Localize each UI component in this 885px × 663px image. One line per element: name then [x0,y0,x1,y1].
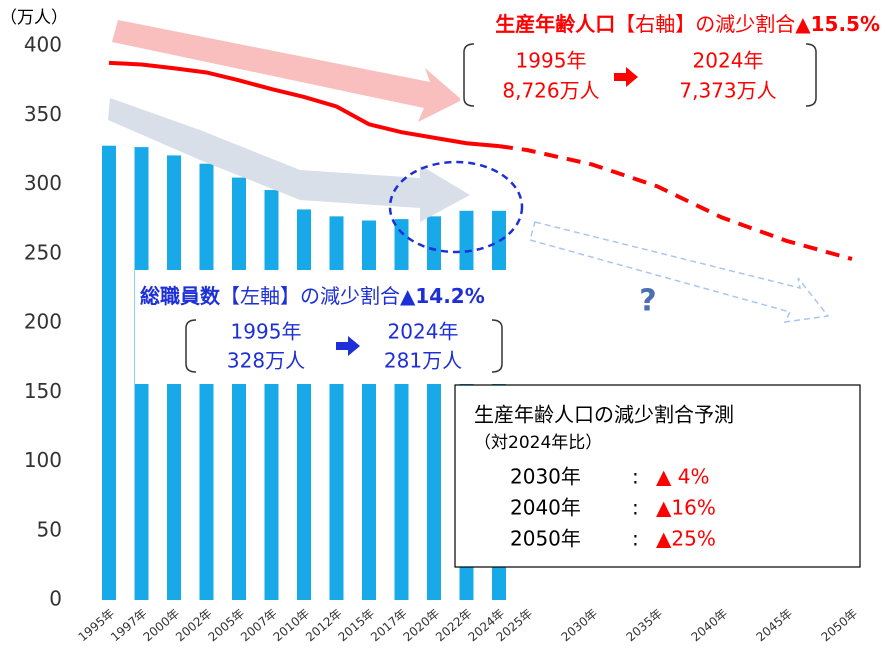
x-tick-label: 2030年 [559,606,601,644]
forecast-arrow [529,221,830,323]
y-tick-label: 100 [24,448,62,472]
annotation: 2024年 [388,320,459,344]
forecast-sep: : [632,465,639,489]
x-tick-label: 2050年 [819,606,861,644]
x-tick-label: 2045年 [754,606,796,644]
deco-arrow [108,98,470,222]
forecast-year: 2040年 [510,496,581,520]
annotation: 8,726万人 [502,79,599,103]
annotation: 1995年 [231,320,302,344]
bracket [463,43,817,107]
annotation-box [460,44,820,106]
y-tick-label: 400 [24,33,62,57]
x-tick-label: 1997年 [108,606,150,644]
bar [102,145,116,600]
forecast-sep: : [632,527,639,551]
question-mark: ? [639,284,656,319]
x-tick-label: 2010年 [271,606,313,644]
bracket [185,319,503,373]
line [108,60,500,149]
x-tick-label: 2020年 [401,606,443,644]
annotation: 総職員数【左軸】の減少割合▲14.2% [140,284,485,308]
line [498,144,853,261]
x-tick-label: 2007年 [238,606,280,644]
annotation: 281万人 [384,349,462,373]
forecast-year: 2030年 [510,465,581,489]
bar [232,177,246,600]
y-tick-label: 50 [37,517,62,541]
x-tick-label: 2040年 [689,606,731,644]
y-tick-label: 350 [24,102,62,126]
x-tick-label: 2012年 [303,606,345,644]
forecast-value: ▲16% [656,496,716,520]
y-tick-label: 250 [24,240,62,264]
x-tick-label: 1995年 [76,606,118,644]
y-tick-label: 0 [49,587,62,611]
y-tick-label: 150 [24,379,62,403]
annotation: 328万人 [227,349,305,373]
bar [264,190,279,601]
x-tick-label: 2000年 [141,606,183,644]
annotation-layer: 生産年齢人口【右軸】の減少割合▲15.5% 1995年 8,726万人 2024… [108,12,880,568]
x-tick-label: 2022年 [433,606,475,644]
x-tick-label: 2002年 [173,606,215,644]
y-tick-label: 300 [24,171,62,195]
y-tick-label: 200 [24,310,62,334]
annotation-box [135,270,510,384]
highlight-ellipse [388,160,524,254]
annotation: 7,373万人 [679,79,776,103]
forecast-rows: 2030年: ▲ 4% 2040年: ▲16% 2050年: ▲25% [510,465,716,551]
forecast-title: 生産年齢人口の減少割合予測 [474,403,734,427]
y-axis-unit: （万人） [0,8,68,28]
x-tick-label: 2035年 [624,606,666,644]
x-tick-label: 2005年 [206,606,248,644]
forecast-value: ▲25% [656,527,716,551]
x-tick-label: 2015年 [336,606,378,644]
annotation: 2024年 [693,49,764,73]
forecast-year: 2050年 [510,527,581,551]
forecast-subtitle: （対2024年比） [474,433,602,453]
x-tick-label: 2017年 [368,606,410,644]
deco-arrow [112,20,462,122]
forecast-box [454,384,861,568]
annotation: 生産年齢人口【右軸】の減少割合▲15.5% [495,12,880,36]
annotation: 1995年 [516,49,587,73]
arrow-icon [614,67,638,87]
forecast-value: ▲ 4% [656,465,709,489]
arrow-icon [336,336,360,356]
bar [297,209,311,600]
forecast-sep: : [632,496,639,520]
